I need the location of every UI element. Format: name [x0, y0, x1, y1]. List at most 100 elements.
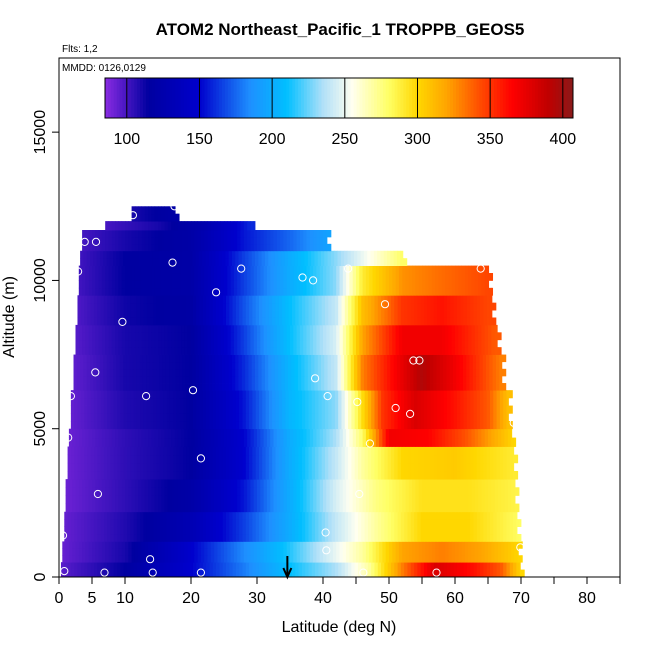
heatmap-cell — [397, 519, 402, 527]
heatmap-cell — [390, 302, 395, 311]
heatmap-cell — [394, 526, 398, 535]
heatmap-cell — [324, 526, 329, 535]
heatmap-cell — [242, 562, 247, 570]
heatmap-cell — [84, 317, 88, 326]
heatmap-cell — [268, 526, 273, 535]
heatmap-cell — [430, 390, 435, 399]
heatmap-cell — [361, 302, 365, 311]
heatmap-cell — [150, 405, 154, 414]
heatmap-cell — [161, 347, 165, 355]
heatmap-cell — [395, 495, 400, 504]
heatmap-cell — [463, 421, 468, 430]
heatmap-cell — [95, 339, 99, 348]
heatmap-cell — [282, 446, 286, 456]
heatmap-cell — [110, 526, 115, 535]
heatmap-cell — [311, 454, 316, 464]
heatmap-cell — [93, 354, 98, 363]
heatmap-cell — [306, 332, 311, 341]
heatmap-cell — [103, 368, 107, 377]
heatmap-cell — [379, 428, 383, 439]
heatmap-cell — [148, 541, 152, 549]
heatmap-cell — [367, 361, 371, 370]
heatmap-cell — [222, 454, 227, 464]
heatmap-cell — [171, 548, 175, 556]
heatmap-cell — [433, 526, 438, 535]
heatmap-cell — [474, 548, 479, 556]
heatmap-cell — [387, 397, 392, 406]
heatmap-cell — [420, 405, 425, 414]
heatmap-cell — [205, 383, 210, 391]
heatmap-cell — [243, 339, 248, 348]
heatmap-cell — [425, 339, 429, 348]
heatmap-cell — [440, 302, 445, 311]
heatmap-cell — [384, 534, 389, 542]
heatmap-cell — [156, 562, 161, 570]
heatmap-cell — [507, 495, 512, 504]
heatmap-cell — [225, 354, 230, 363]
heatmap-cell — [438, 487, 443, 496]
heatmap-cell — [189, 310, 194, 318]
heatmap-cell — [440, 310, 445, 318]
heatmap-cell — [331, 446, 336, 456]
heatmap-cell — [450, 454, 455, 464]
heatmap-cell — [222, 397, 227, 406]
heatmap-cell — [456, 526, 461, 535]
heatmap-cell — [374, 470, 379, 480]
heatmap-cell — [509, 511, 514, 520]
heatmap-cell — [253, 332, 258, 341]
heatmap-cell — [278, 569, 283, 578]
heatmap-cell — [336, 495, 340, 504]
heatmap-cell — [220, 487, 225, 496]
heatmap-cell — [331, 295, 336, 304]
heatmap-cell — [486, 470, 491, 480]
heatmap-cell — [373, 368, 378, 377]
heatmap-cell — [433, 390, 438, 399]
heatmap-cell — [284, 354, 289, 363]
heatmap-cell — [151, 487, 156, 496]
heatmap-cell — [481, 332, 486, 341]
heatmap-cell — [295, 569, 299, 578]
heatmap-cell — [210, 347, 215, 355]
heatmap-cell — [96, 354, 101, 363]
heatmap-cell — [440, 526, 445, 535]
heatmap-cell — [319, 479, 324, 488]
heatmap-cell — [480, 397, 484, 406]
heatmap-cell — [429, 368, 434, 377]
heatmap-cell — [295, 302, 299, 311]
heatmap-cell — [121, 324, 126, 333]
heatmap-cell — [219, 302, 224, 311]
heatmap-cell — [387, 421, 392, 430]
heatmap-cell — [474, 324, 479, 333]
heatmap-cell — [202, 317, 207, 326]
heatmap-cell — [70, 390, 75, 399]
heatmap-cell — [334, 368, 338, 377]
heatmap-cell — [417, 462, 422, 472]
heatmap-cell — [349, 347, 354, 355]
heatmap-cell — [298, 511, 303, 520]
heatmap-cell — [243, 324, 248, 333]
heatmap-cell — [96, 375, 101, 384]
heatmap-cell — [466, 302, 471, 311]
heatmap-cell — [237, 339, 241, 348]
heatmap-cell — [169, 421, 174, 430]
heatmap-cell — [159, 383, 164, 391]
heatmap-cell — [159, 454, 164, 464]
heatmap-cell — [205, 354, 210, 363]
heatmap-cell — [266, 541, 271, 549]
heatmap-cell — [133, 446, 138, 456]
heatmap-cell — [106, 383, 111, 391]
heatmap-cell — [513, 562, 517, 570]
heatmap-cell — [332, 495, 337, 504]
heatmap-cell — [367, 295, 372, 304]
heatmap-cell — [473, 454, 478, 464]
heatmap-cell — [488, 324, 492, 333]
heatmap-cell — [108, 428, 113, 439]
heatmap-cell — [169, 397, 174, 406]
heatmap-cell — [196, 534, 200, 542]
heatmap-cell — [179, 295, 184, 304]
heatmap-cell — [182, 354, 187, 363]
heatmap-cell — [311, 397, 316, 406]
heatmap-cell — [276, 479, 281, 488]
heatmap-cell — [495, 383, 500, 391]
heatmap-cell — [402, 487, 406, 496]
